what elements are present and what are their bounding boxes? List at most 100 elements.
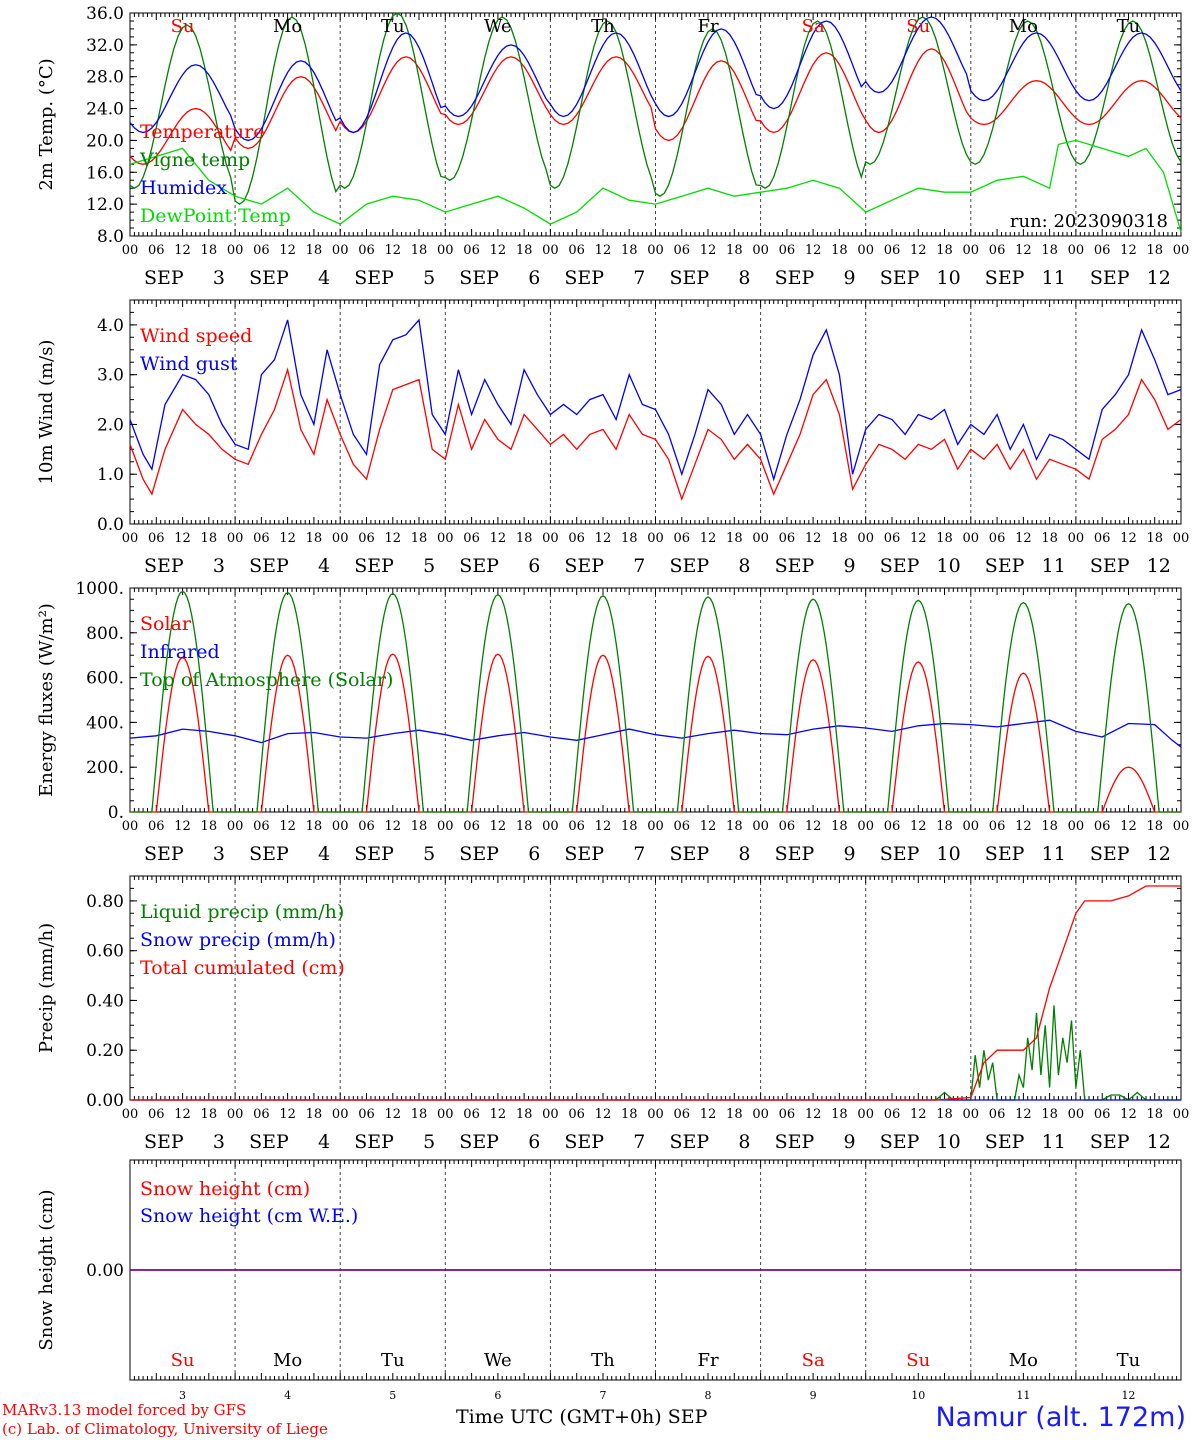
y-tick-label: 36.0	[86, 4, 124, 24]
x-hour-label: 12	[910, 1107, 927, 1122]
x-hour-label: 18	[1146, 1107, 1163, 1122]
x-hour-label: 12	[805, 243, 822, 258]
y-axis-label: 2m Temp. (°C)	[36, 58, 57, 190]
x-hour-label: 12	[805, 819, 822, 834]
x-hour-label: 00	[332, 243, 349, 258]
legend-entry: DewPoint Temp	[140, 205, 291, 227]
x-hour-label: 06	[463, 531, 480, 546]
x-hour-label: 00	[857, 243, 874, 258]
x-hour-label: 12	[595, 1107, 612, 1122]
x-hour-label: 06	[253, 531, 270, 546]
x-month-label: SEP	[459, 555, 499, 577]
weekday-label: Mo	[1009, 16, 1038, 37]
x-date-label: 4	[318, 1131, 330, 1153]
x-date-label: 5	[423, 267, 435, 289]
x-hour-label: 18	[306, 819, 323, 834]
legend-entry: Infrared	[140, 641, 220, 663]
x-month-label: SEP	[459, 843, 499, 865]
x-hour-label: 12	[1120, 531, 1137, 546]
legend-entry: Wind speed	[140, 325, 252, 347]
x-hour-label: 18	[516, 1107, 533, 1122]
x-date-label: 10	[937, 1131, 961, 1153]
x-hour-label: 00	[752, 819, 769, 834]
x-date-label: 4	[284, 1389, 291, 1402]
legend-entry: Temperature	[140, 121, 264, 143]
x-date-label: 3	[179, 1389, 186, 1402]
x-hour-label: 00	[1173, 531, 1190, 546]
weekday-label: Th	[591, 1350, 615, 1371]
x-hour-label: 06	[674, 531, 691, 546]
x-month-label: SEP	[249, 843, 289, 865]
x-hour-label: 06	[1094, 1107, 1111, 1122]
x-hour-label: 12	[384, 531, 401, 546]
y-tick-label: 1000.	[75, 579, 124, 599]
y-tick-label: 1.0	[97, 465, 124, 485]
x-hour-label: 18	[726, 531, 743, 546]
x-month-label: SEP	[564, 267, 604, 289]
x-month-label: SEP	[880, 267, 920, 289]
x-date-label: 7	[633, 267, 645, 289]
x-date-label: 12	[1147, 267, 1171, 289]
x-hour-label: 12	[384, 1107, 401, 1122]
x-date-label: 7	[599, 1389, 606, 1402]
x-hour-label: 18	[936, 243, 953, 258]
x-hour-label: 18	[516, 243, 533, 258]
x-month-label: SEP	[564, 843, 604, 865]
x-hour-label: 00	[752, 1107, 769, 1122]
y-tick-label: 20.0	[86, 131, 124, 151]
x-date-label: 10	[937, 267, 961, 289]
x-hour-label: 18	[621, 819, 638, 834]
weekday-label: Sa	[802, 1350, 825, 1371]
x-month-label: SEP	[1090, 555, 1130, 577]
x-date-label: 11	[1016, 1389, 1030, 1402]
panel-snow: 0.00 Snow height (cm) Snow height (cm) Snow…	[36, 1159, 1182, 1402]
legend-entry: Wind gust	[140, 353, 238, 375]
y-tick-label: 0.80	[86, 892, 124, 912]
x-date-label: 3	[213, 1131, 225, 1153]
x-date-label: 12	[1147, 843, 1171, 865]
x-hour-label: 18	[516, 819, 533, 834]
panel-precip: 0.00 0.20 0.40 0.60 0.80 Precip (mm/h) Liquid …	[36, 875, 1189, 1153]
x-month-label: SEP	[564, 1131, 604, 1153]
y-tick-label: 32.0	[86, 36, 124, 56]
x-date-label: 5	[389, 1389, 396, 1402]
model-credit: MARv3.13 model forced by GFS	[2, 1401, 247, 1419]
x-hour-label: 06	[253, 819, 270, 834]
x-hour-label: 18	[936, 819, 953, 834]
x-hour-label: 06	[989, 819, 1006, 834]
x-hour-label: 06	[253, 1107, 270, 1122]
x-month-label: SEP	[144, 267, 184, 289]
x-date-label: 10	[937, 843, 961, 865]
x-hour-label: 00	[1173, 243, 1190, 258]
x-hour-label: 00	[1173, 819, 1190, 834]
x-month-label: SEP	[775, 267, 815, 289]
legend-entry: Snow height (cm)	[140, 1178, 310, 1200]
x-hour-label: 06	[674, 243, 691, 258]
x-ticks	[129, 1160, 1182, 1380]
x-month-label: SEP	[354, 843, 394, 865]
series-wind-gust	[129, 318, 1182, 482]
series-dewpoint-temp	[129, 139, 1182, 233]
x-hour-label: 18	[936, 531, 953, 546]
y-axis-label: Precip (mm/h)	[36, 923, 57, 1053]
x-month-label: SEP	[144, 843, 184, 865]
x-month-label: SEP	[1090, 1131, 1130, 1153]
y-axis-label: Energy fluxes (W/m²)	[36, 603, 57, 797]
x-date-label: 7	[633, 555, 645, 577]
y-tick-label: 200.	[86, 758, 124, 778]
x-hour-label: 12	[595, 243, 612, 258]
x-month-label: SEP	[354, 1131, 394, 1153]
y-tick-label: 0.	[108, 803, 124, 823]
x-hour-label: 00	[437, 243, 454, 258]
x-hour-label: 12	[1015, 819, 1032, 834]
x-date-label: 9	[810, 1389, 817, 1402]
x-hour-label: 18	[516, 531, 533, 546]
x-hour-label: 18	[831, 1107, 848, 1122]
weekday-label: Fr	[698, 1350, 719, 1371]
x-hour-label: 00	[1068, 531, 1085, 546]
x-date-label: 3	[213, 267, 225, 289]
station-name: Namur (alt. 172m)	[935, 1402, 1186, 1433]
x-month-label: SEP	[1090, 267, 1130, 289]
x-hour-label: 00	[332, 819, 349, 834]
